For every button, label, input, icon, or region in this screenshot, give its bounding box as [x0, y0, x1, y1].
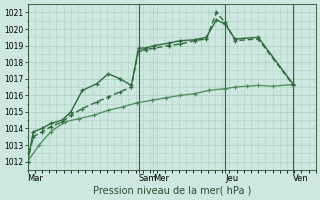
X-axis label: Pression niveau de la mer( hPa ): Pression niveau de la mer( hPa )	[92, 186, 251, 196]
